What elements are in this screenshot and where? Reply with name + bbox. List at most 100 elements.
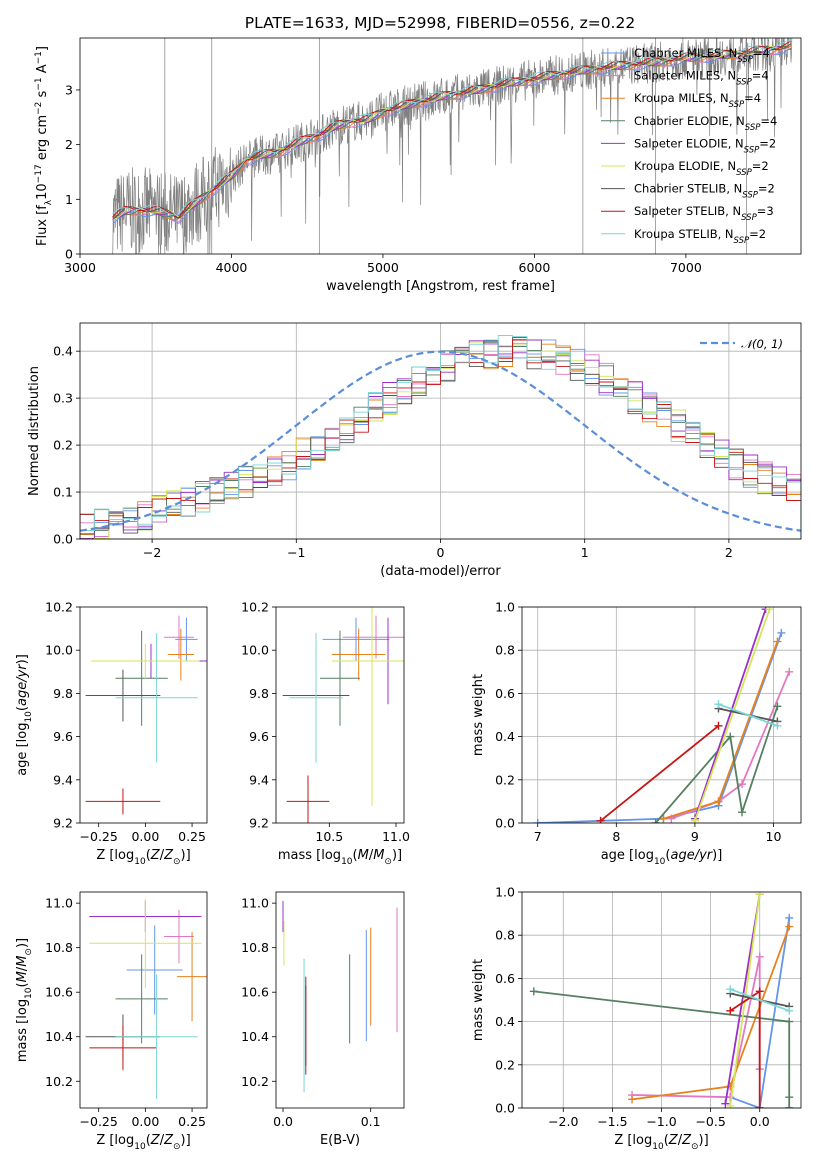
weight-line-kroupa-miles bbox=[628, 922, 794, 1104]
weight-marker bbox=[721, 1099, 730, 1108]
y-tick-label: 10.4 bbox=[241, 1029, 269, 1044]
plot-area bbox=[533, 607, 794, 823]
x-tick-label: −1.5 bbox=[597, 1114, 627, 1129]
weight-line-chabrier-elodie bbox=[529, 987, 794, 1108]
weight-line-chabrier-elodie bbox=[651, 702, 782, 823]
y-tick-label: 3 bbox=[65, 82, 73, 97]
x-tick-label: 11.0 bbox=[382, 829, 410, 844]
weight-marker bbox=[529, 987, 538, 996]
legend-entry: 𝒩(0, 1) bbox=[741, 337, 783, 351]
errorbar-salpeter-stelib bbox=[286, 775, 330, 823]
x-tick-label: 8 bbox=[612, 829, 620, 844]
panel-age_vs_mass: 10.5 11.0 9.2 9.4 9.6 9.8 10.0 10.2 mass [log10(… bbox=[241, 600, 410, 868]
panel-mass_vs_Z: −0.25 0.00 0.25 10.2 10.4 10.6 10.8 11.0 Z [log1… bbox=[15, 891, 208, 1152]
y-tick-label: 9.6 bbox=[249, 729, 269, 744]
weight-line-kroupa-elodie bbox=[726, 892, 764, 1108]
x-axis-label: Z [log10(Z/Z⊙)] bbox=[96, 1133, 190, 1152]
errorbar-salpeter-stelib bbox=[89, 1025, 157, 1071]
y-tick-label: 10.2 bbox=[45, 1074, 73, 1089]
normal-curve bbox=[80, 350, 801, 532]
x-tick-label: 0.25 bbox=[178, 829, 206, 844]
x-tick-label: 3000 bbox=[64, 260, 96, 275]
y-axis-label: mass [log10(M/M⊙)] bbox=[15, 938, 34, 1062]
panel-mass_vs_ebv: 0.0 0.1 10.2 10.4 10.6 10.8 11.0 E(B-V) bbox=[241, 891, 405, 1148]
errorbar-chabrier-miles bbox=[126, 925, 183, 1015]
weight-marker bbox=[777, 628, 786, 637]
weight-marker bbox=[785, 922, 794, 931]
y-tick-label: 0.0 bbox=[495, 1101, 515, 1116]
x-tick-label: 2 bbox=[725, 545, 733, 560]
plot-area bbox=[112, 38, 793, 254]
weight-line-kroupa-elodie bbox=[690, 607, 774, 823]
y-tick-label: 0.4 bbox=[53, 344, 73, 359]
panel-weight_vs_age: 7 8 9 10 0.0 0.2 0.4 0.6 0.8 1.0 age [log10(age/yr… bbox=[471, 600, 802, 867]
x-axis-label: (data-model)/error bbox=[380, 564, 501, 579]
x-axis-label: mass [log10(M/M⊙)] bbox=[278, 848, 402, 867]
weight-marker bbox=[755, 892, 764, 899]
errorbar-kroupa-stelib bbox=[115, 632, 198, 763]
weight-marker bbox=[726, 985, 735, 994]
y-tick-label: 0.4 bbox=[495, 729, 515, 744]
model-spectrum-kroupa-stelib bbox=[112, 40, 792, 216]
weight-marker bbox=[533, 819, 542, 823]
errorbar-kroupa-elodie bbox=[332, 607, 404, 806]
axes-frame bbox=[521, 606, 802, 824]
y-tick-label: 0.8 bbox=[495, 643, 515, 658]
weight-path bbox=[694, 608, 771, 822]
errorbar-chabrier-elodie bbox=[115, 630, 168, 726]
y-tick-label: 11.0 bbox=[241, 896, 269, 911]
weight-line-kroupa-miles bbox=[659, 637, 782, 823]
errorbar-kroupa-stelib bbox=[289, 632, 343, 763]
y-tick-label: 9.4 bbox=[53, 772, 73, 787]
weight-marker bbox=[596, 816, 605, 823]
panel-residual_hist: −2 −1 0 1 2 0.0 0.1 0.2 0.3 0.4 𝒩(0, 1) (data-model… bbox=[27, 322, 802, 579]
legend-entry: Kroupa ELODIE, NSSP=2 bbox=[634, 159, 769, 178]
weight-marker bbox=[714, 721, 723, 730]
y-tick-label: 0.2 bbox=[495, 1057, 515, 1072]
x-tick-label: 0.00 bbox=[131, 829, 159, 844]
errorbar-kroupa-stelib bbox=[115, 974, 198, 1100]
weight-marker bbox=[773, 702, 782, 711]
legend-entry: Chabrier STELIB, NSSP=2 bbox=[634, 182, 775, 201]
legend-entry: Kroupa STELIB, NSSP=2 bbox=[634, 227, 766, 246]
legend-entry: Salpeter MILES, NSSP=4 bbox=[634, 69, 769, 88]
weight-marker bbox=[773, 721, 782, 730]
y-tick-label: 1.0 bbox=[495, 600, 515, 615]
y-tick-label: 1 bbox=[65, 192, 73, 207]
weight-path bbox=[654, 706, 779, 823]
y-axis-label: Flux [fλ10−17 erg cm−2 s−1 A−1] bbox=[34, 46, 54, 246]
y-tick-label: 0.0 bbox=[495, 816, 515, 831]
x-tick-label: 0.00 bbox=[131, 1114, 159, 1129]
weight-marker bbox=[785, 1017, 794, 1026]
weight-path bbox=[729, 917, 791, 1108]
weight-path bbox=[600, 725, 720, 822]
histogram-kroupa-stelib bbox=[80, 335, 801, 539]
x-tick-label: 0 bbox=[437, 545, 445, 560]
x-axis-label: wavelength [Angstrom, rest frame] bbox=[326, 279, 555, 294]
axes-frame bbox=[79, 891, 208, 1109]
weight-marker bbox=[738, 780, 747, 789]
legend-entry: Chabrier MILES, NSSP=4 bbox=[634, 46, 770, 65]
weight-marker bbox=[714, 700, 723, 709]
y-tick-label: 10.6 bbox=[241, 985, 269, 1000]
x-axis-label: Z [log10(Z/Z⊙)] bbox=[614, 1133, 708, 1152]
weight-marker bbox=[785, 1093, 794, 1102]
x-axis-label: E(B-V) bbox=[320, 1133, 360, 1148]
y-tick-label: 0.0 bbox=[53, 532, 73, 547]
errorbar-kroupa-miles bbox=[332, 628, 386, 681]
weight-marker bbox=[785, 1104, 794, 1108]
weight-marker bbox=[785, 1006, 794, 1015]
errorbar-chabrier-stelib bbox=[85, 669, 161, 722]
x-tick-label: −1.0 bbox=[646, 1114, 676, 1129]
y-tick-label: 10.0 bbox=[241, 643, 269, 658]
y-tick-label: 9.8 bbox=[53, 686, 73, 701]
weight-path bbox=[670, 671, 791, 820]
x-axis-label: age [log10(age/yr)] bbox=[601, 848, 723, 867]
y-tick-label: 10.2 bbox=[45, 600, 73, 615]
weight-marker bbox=[726, 1101, 735, 1108]
axes-frame bbox=[275, 891, 405, 1109]
weight-marker bbox=[755, 987, 764, 996]
errorbar-chabrier-elodie bbox=[320, 630, 360, 726]
errorbar-kroupa-elodie bbox=[91, 643, 200, 679]
errorbar-kroupa-miles bbox=[177, 932, 207, 1022]
